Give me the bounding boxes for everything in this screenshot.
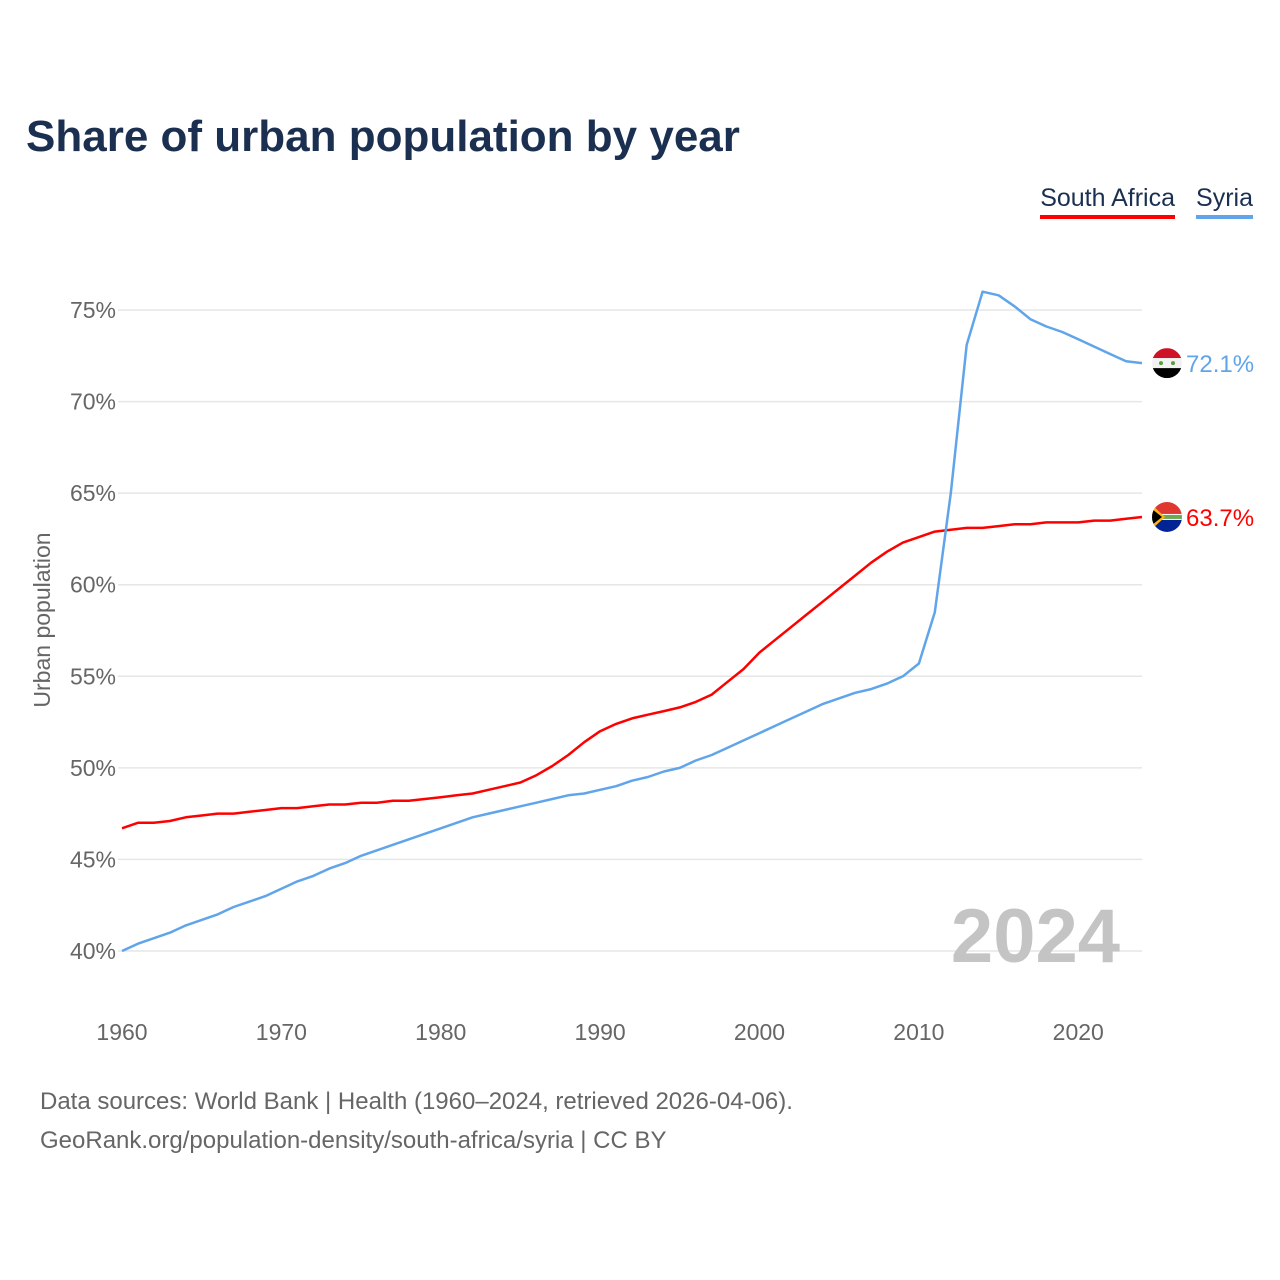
x-tick-label: 1980 (415, 1019, 466, 1045)
south-africa-flag-icon (1152, 501, 1182, 532)
series-line-south-africa (121, 515, 1143, 830)
end-value-label: 72.1% (1186, 351, 1254, 378)
legend-syria[interactable]: Syria (1196, 184, 1253, 219)
y-tick-label: 55% (70, 663, 116, 689)
x-tick-label: 1990 (575, 1019, 626, 1045)
y-tick-label: 65% (70, 480, 116, 506)
x-tick-label: 2000 (734, 1019, 785, 1045)
y-tick-label: 50% (70, 755, 116, 781)
y-tick-label: 40% (70, 938, 116, 964)
y-tick-label: 45% (70, 846, 116, 872)
x-tick-label: 2010 (893, 1019, 944, 1045)
chart-title: Share of urban population by year (26, 112, 740, 161)
x-tick-label: 2020 (1053, 1019, 1104, 1045)
x-tick-label: 1970 (256, 1019, 307, 1045)
footer-sources: Data sources: World Bank | Health (1960–… (40, 1088, 793, 1115)
y-tick-label: 60% (70, 572, 116, 598)
series-line-syria (121, 290, 1143, 953)
footer-link[interactable]: GeoRank.org/population-density/south-afr… (40, 1127, 667, 1154)
legend-south-africa[interactable]: South Africa (1040, 184, 1175, 219)
x-tick-label: 1960 (96, 1019, 147, 1045)
end-value-label: 63.7% (1186, 505, 1254, 532)
y-tick-label: 70% (70, 389, 116, 415)
y-tick-label: 75% (70, 297, 116, 323)
syria-flag-icon (1152, 348, 1182, 379)
y-axis-label: Urban population (29, 532, 55, 707)
year-watermark: 2024 (951, 894, 1120, 979)
